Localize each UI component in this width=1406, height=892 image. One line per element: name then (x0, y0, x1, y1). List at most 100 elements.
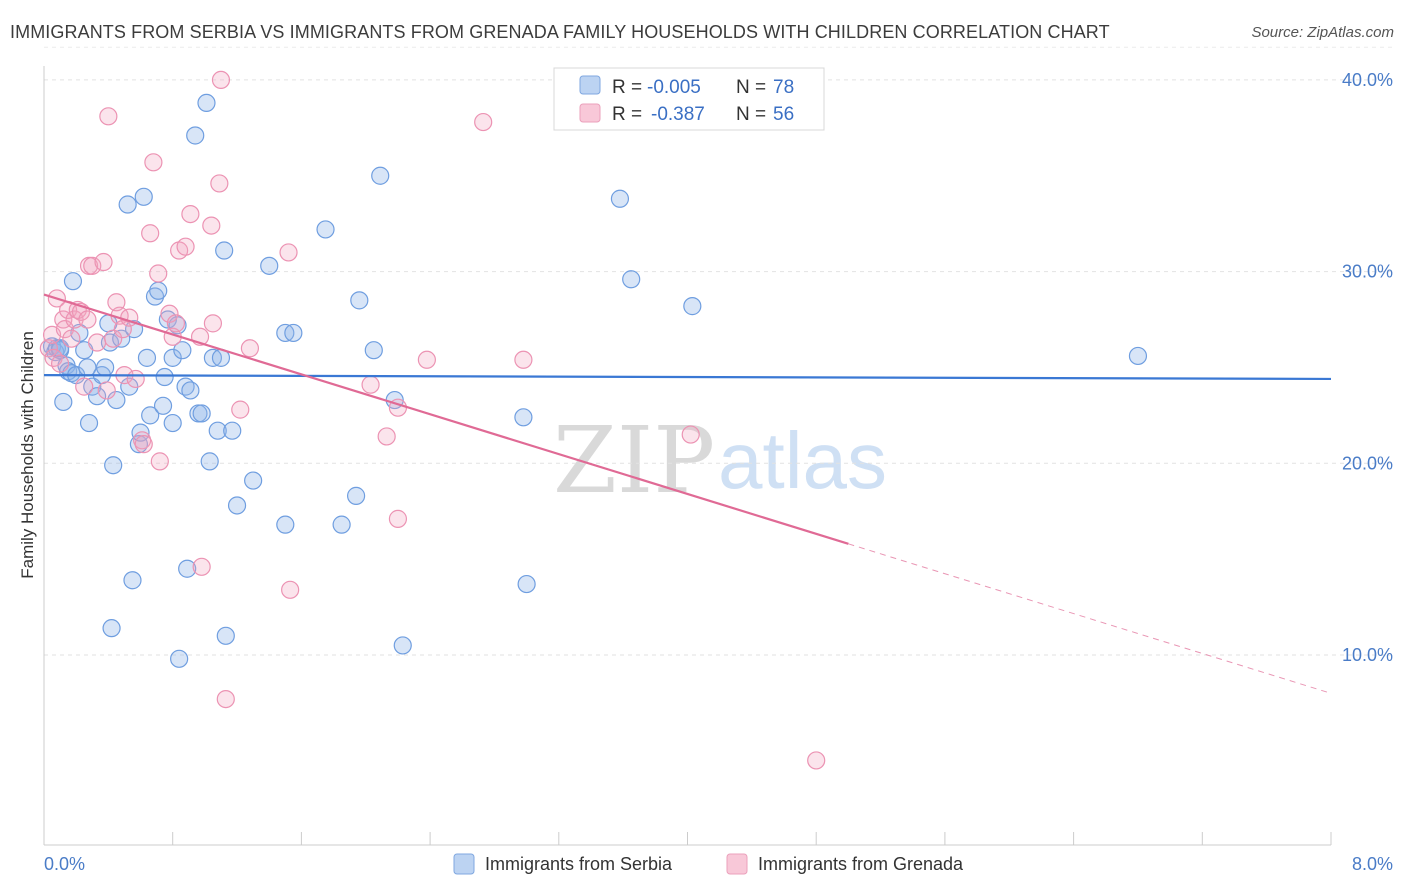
y-tick-label: 40.0% (1342, 70, 1393, 90)
serbia-point (316, 220, 335, 239)
grenada-point (83, 256, 102, 275)
legend-grenada-r-label: R = (612, 104, 642, 125)
serbia-point (683, 297, 702, 316)
y-tick-label: 10.0% (1342, 645, 1393, 665)
grenada-point (94, 252, 113, 272)
grenada-point (99, 107, 118, 126)
grenada-point (417, 350, 436, 369)
serbia-point (350, 291, 369, 310)
grenada-point (281, 580, 300, 599)
grenada-point (377, 427, 396, 446)
grenada-point (210, 174, 229, 193)
serbia-point (118, 195, 137, 214)
grenada-point (97, 381, 116, 400)
grenada-point (211, 70, 231, 90)
serbia-point (622, 270, 641, 289)
grenada-point (181, 204, 200, 224)
serbia-point (163, 348, 182, 367)
grenada-point (144, 153, 163, 172)
serbia-point (223, 421, 242, 440)
grenada-point (62, 329, 81, 348)
serbia-point (197, 93, 216, 113)
serbia-point (145, 287, 165, 306)
serbia-point (163, 413, 182, 433)
bottom-legend-serbia-label: Immigrants from Serbia (485, 854, 673, 874)
serbia-point (137, 348, 157, 367)
serbia-point (155, 367, 174, 387)
serbia-point (102, 619, 121, 638)
grenada-point (113, 320, 132, 339)
grenada-point (50, 354, 70, 373)
grenada-point (203, 314, 223, 333)
legend-serbia-n-label: N = (736, 77, 766, 98)
grenada-trend-line (43, 293, 849, 545)
grenada-point (55, 320, 75, 339)
y-tick-label: 30.0% (1342, 262, 1393, 282)
x-tick-label-max: 8.0% (1352, 854, 1393, 874)
bottom-legend-serbia-swatch (453, 853, 475, 875)
serbia-point (514, 408, 533, 427)
legend-grenada-n-label: N = (736, 104, 766, 125)
grenada-point (78, 310, 97, 329)
bottom-legend-grenada-label: Immigrants from Grenada (758, 854, 964, 874)
y-tick-label: 20.0% (1342, 453, 1393, 473)
axes (43, 66, 1332, 846)
serbia-point (149, 281, 168, 300)
serbia-point (332, 515, 351, 534)
legend-serbia-swatch (579, 75, 601, 95)
serbia-point (104, 456, 123, 475)
grenada-point (176, 237, 195, 256)
serbia-point (153, 396, 173, 415)
serbia-point (96, 358, 115, 377)
grenada-point (87, 333, 107, 352)
grenada-point (240, 339, 260, 358)
serbia-point (54, 392, 73, 412)
legend-grenada-r-value: -0.387 (651, 104, 705, 125)
serbia-point (170, 649, 189, 668)
serbia-point (215, 241, 234, 260)
serbia-point (178, 559, 197, 578)
bottom-legend-grenada-swatch (726, 853, 748, 875)
grenada-point (202, 216, 221, 235)
legend-serbia-r-value: -0.005 (647, 77, 701, 98)
grenada-trend-extension (848, 543, 1332, 694)
tick-labels: 10.0% 20.0% 30.0% 40.0% 0.0% 8.0% (44, 70, 1393, 874)
trend-lines (43, 293, 1332, 694)
grenada-point (192, 557, 211, 576)
watermark-atlas: atlas (718, 416, 887, 505)
grenada-point (126, 369, 145, 389)
serbia-point (393, 636, 412, 655)
serbia-point (192, 404, 211, 423)
grenada-point (141, 224, 160, 243)
grenada-point (75, 377, 94, 396)
grenada-point (514, 350, 533, 369)
grenada-point (681, 425, 700, 444)
grenada-point (388, 509, 408, 528)
serbia-point (208, 421, 227, 440)
legend-grenada-n-value: 56 (773, 104, 794, 125)
grenada-point (231, 400, 250, 419)
chart-title: IMMIGRANTS FROM SERBIA VS IMMIGRANTS FRO… (10, 22, 1110, 42)
source-label: Source: ZipAtlas.com (1251, 24, 1394, 41)
serbia-point (517, 574, 536, 594)
grenada-point (149, 264, 168, 283)
grenada-point (160, 304, 179, 323)
serbia-point (186, 126, 205, 145)
serbia-trend-line (43, 374, 1332, 381)
grenada-point (104, 329, 123, 348)
serbia-point (276, 515, 295, 534)
grenada-points (39, 70, 826, 770)
legend-serbia-n-value: 78 (773, 77, 794, 98)
x-tick-label-min: 0.0% (44, 854, 85, 874)
serbia-point (141, 406, 160, 425)
grenada-point (474, 112, 493, 132)
serbia-point (79, 413, 99, 433)
serbia-point (123, 571, 142, 590)
serbia-point (244, 471, 263, 490)
serbia-point (200, 452, 219, 471)
grenada-point (216, 689, 235, 709)
grenada-point (107, 293, 126, 312)
serbia-point (134, 187, 153, 206)
serbia-point (260, 256, 279, 275)
serbia-point (173, 341, 192, 360)
